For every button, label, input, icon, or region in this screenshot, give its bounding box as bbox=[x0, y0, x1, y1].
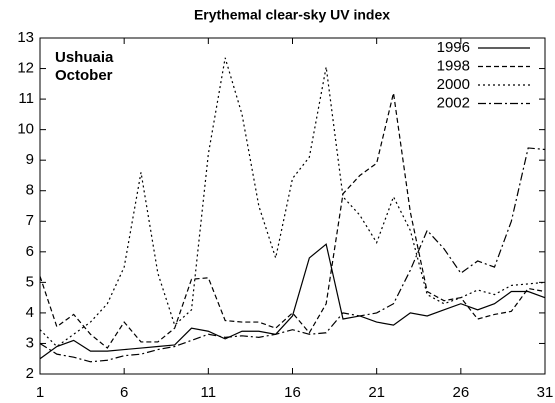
y-tick-label: 8 bbox=[26, 182, 34, 199]
chart-title: Erythemal clear-sky UV index bbox=[194, 7, 390, 23]
y-tick-label: 11 bbox=[18, 90, 34, 107]
legend-label: 1998 bbox=[437, 57, 470, 74]
x-tick-label: 11 bbox=[201, 384, 217, 401]
annotation: Ushuaia bbox=[55, 49, 114, 66]
legend-label: 1996 bbox=[437, 39, 470, 56]
y-tick-label: 13 bbox=[17, 29, 34, 46]
y-tick-label: 10 bbox=[17, 121, 34, 138]
y-tick-label: 9 bbox=[26, 151, 34, 168]
y-tick-label: 6 bbox=[26, 243, 34, 260]
x-tick-label: 1 bbox=[36, 384, 44, 401]
y-tick-label: 4 bbox=[26, 304, 34, 321]
x-tick-label: 31 bbox=[537, 384, 554, 401]
x-tick-label: 21 bbox=[368, 384, 385, 401]
x-tick-label: 6 bbox=[120, 384, 128, 401]
line-series bbox=[39, 243, 546, 360]
line-series bbox=[39, 57, 546, 348]
annotation: October bbox=[55, 67, 113, 84]
y-tick-label: 5 bbox=[26, 273, 34, 290]
x-tick-label: 26 bbox=[452, 384, 469, 401]
line-series bbox=[39, 92, 546, 349]
line-series bbox=[39, 147, 546, 363]
y-tick-label: 12 bbox=[17, 60, 34, 77]
y-tick-label: 2 bbox=[26, 365, 34, 382]
legend-label: 2002 bbox=[437, 94, 470, 111]
y-tick-label: 3 bbox=[26, 334, 34, 351]
legend-label: 2000 bbox=[437, 76, 470, 93]
x-tick-label: 16 bbox=[284, 384, 301, 401]
y-tick-label: 7 bbox=[26, 212, 34, 229]
